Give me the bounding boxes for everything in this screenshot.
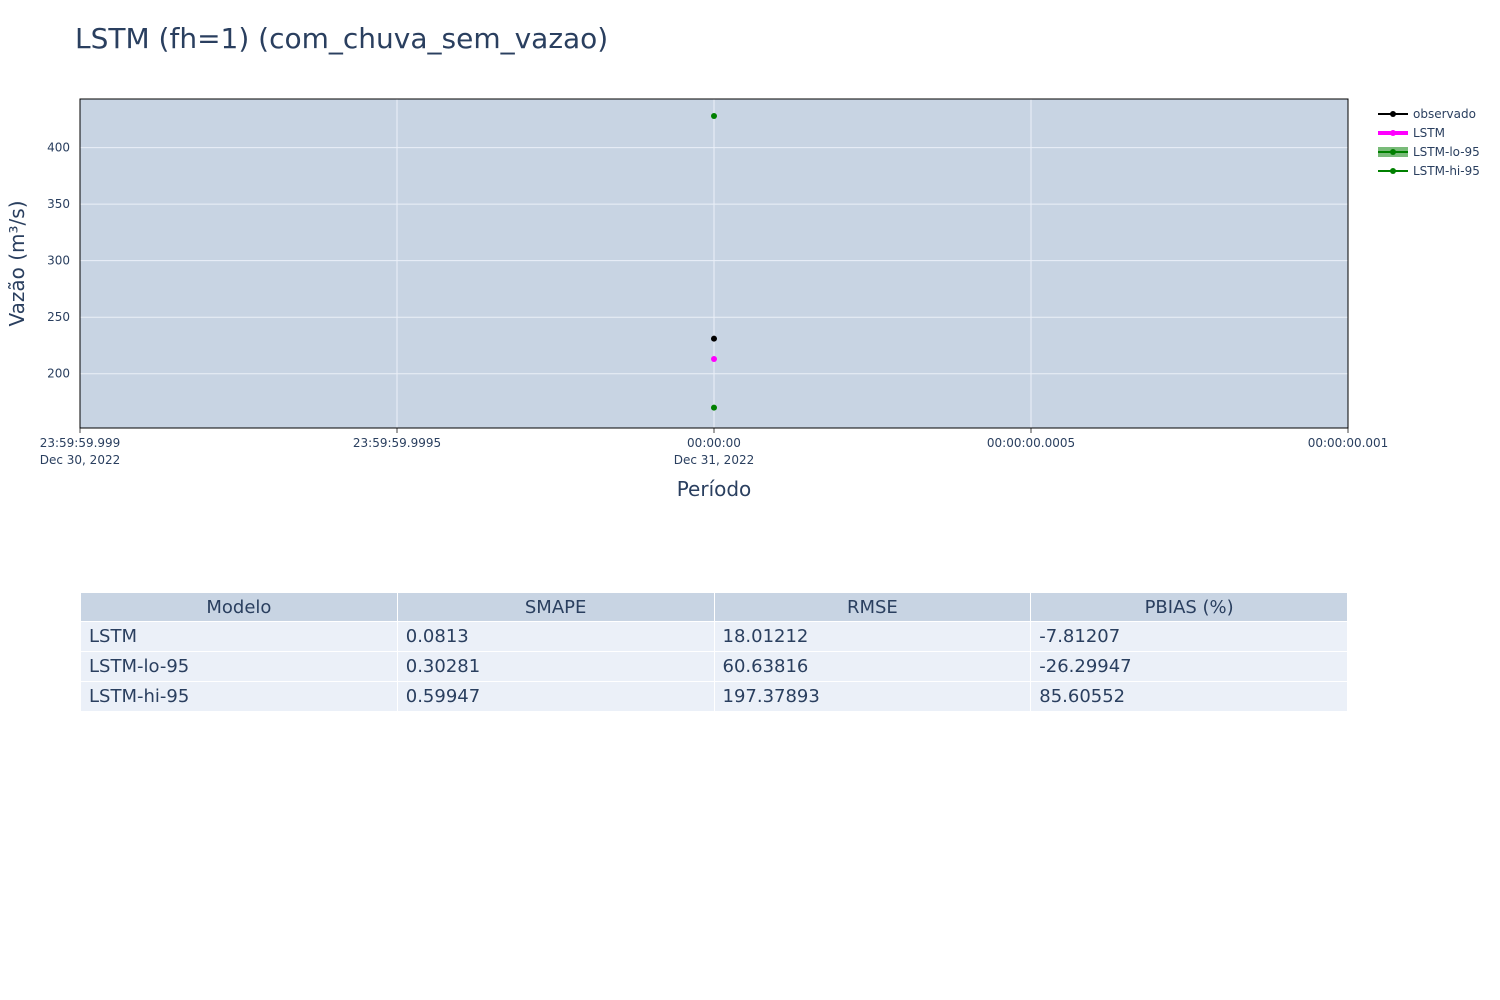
y-tick-label: 400 (47, 141, 70, 155)
cell-smape: 0.59947 (396, 681, 715, 712)
legend-item-lstm-hi-95: LSTM-hi-95 (1378, 164, 1480, 178)
legend-label: LSTM (1413, 126, 1445, 140)
x-tick-label: 00:00:00.001 (1308, 436, 1389, 450)
cell-smape: 0.30281 (396, 651, 715, 682)
cell-modelo: LSTM-lo-95 (80, 651, 398, 682)
point-lstm (711, 356, 717, 363)
point-lstm-lo-95 (711, 404, 717, 411)
table-row: LSTM-hi-95 0.59947 197.37893 85.60552 (80, 681, 1348, 712)
legend-label: LSTM-lo-95 (1413, 145, 1480, 159)
legend: observado LSTM LSTM-lo-95 LSTM-hi-95 (1378, 107, 1480, 178)
cell-rmse: 60.63816 (713, 651, 1032, 682)
legend-marker (1390, 111, 1396, 117)
data-points (711, 112, 717, 411)
cell-pbias: -26.29947 (1030, 651, 1348, 682)
legend-item-lstm: LSTM (1378, 126, 1445, 140)
header-smape: SMAPE (396, 592, 715, 622)
x-axis-title: Período (677, 477, 752, 501)
x-tick-labels: 23:59:59.999 Dec 30, 2022 23:59:59.9995 00:… (40, 436, 1389, 467)
cell-rmse: 18.01212 (713, 621, 1032, 652)
plot-border (79, 98, 1349, 429)
chart-title: LSTM (fh=1) (com_chuva_sem_vazao) (75, 22, 609, 55)
legend-item-observado: observado (1378, 107, 1476, 121)
table-header-row: Modelo SMAPE RMSE PBIAS (%) (80, 592, 1348, 622)
header-rmse: RMSE (713, 592, 1032, 622)
legend-marker (1390, 149, 1396, 155)
y-tick-label: 200 (47, 367, 70, 381)
legend-marker (1390, 130, 1396, 136)
legend-marker (1390, 168, 1396, 174)
x-gridlines (79, 98, 1349, 433)
legend-item-lstm-lo-95: LSTM-lo-95 (1378, 145, 1480, 159)
header-pbias: PBIAS (%) (1030, 592, 1348, 622)
cell-modelo: LSTM-hi-95 (80, 681, 398, 712)
x-tick-date-label: Dec 31, 2022 (674, 453, 754, 467)
legend-label: observado (1413, 107, 1476, 121)
x-tick-label: 00:00:00 (687, 436, 741, 450)
cell-modelo: LSTM (80, 621, 398, 652)
metrics-table: Modelo SMAPE RMSE PBIAS (%) LSTM 0.0813 … (80, 592, 1348, 712)
cell-smape: 0.0813 (396, 621, 715, 652)
cell-pbias: 85.60552 (1030, 681, 1348, 712)
point-lstm-hi-95 (711, 112, 717, 119)
chart-svg: 200 250 300 350 400 23:59:59.999 Dec 30, 2022… (5, 98, 1480, 501)
table-row: LSTM 0.0813 18.01212 -7.81207 (80, 621, 1348, 652)
y-tick-label: 300 (47, 254, 70, 268)
cell-pbias: -7.81207 (1030, 621, 1348, 652)
x-tick-date-label: Dec 30, 2022 (40, 453, 120, 467)
y-axis-title: Vazão (m³/s) (5, 201, 29, 327)
table-row: LSTM-lo-95 0.30281 60.63816 -26.29947 (80, 651, 1348, 682)
point-observado (711, 335, 717, 342)
y-tick-labels: 200 250 300 350 400 (47, 141, 70, 381)
header-modelo: Modelo (80, 592, 398, 622)
x-tick-label: 23:59:59.9995 (353, 436, 441, 450)
x-tick-label: 23:59:59.999 (40, 436, 121, 450)
x-tick-label: 00:00:00.0005 (987, 436, 1075, 450)
legend-label: LSTM-hi-95 (1413, 164, 1480, 178)
y-tick-label: 250 (47, 310, 70, 324)
cell-rmse: 197.37893 (713, 681, 1032, 712)
y-tick-label: 350 (47, 197, 70, 211)
